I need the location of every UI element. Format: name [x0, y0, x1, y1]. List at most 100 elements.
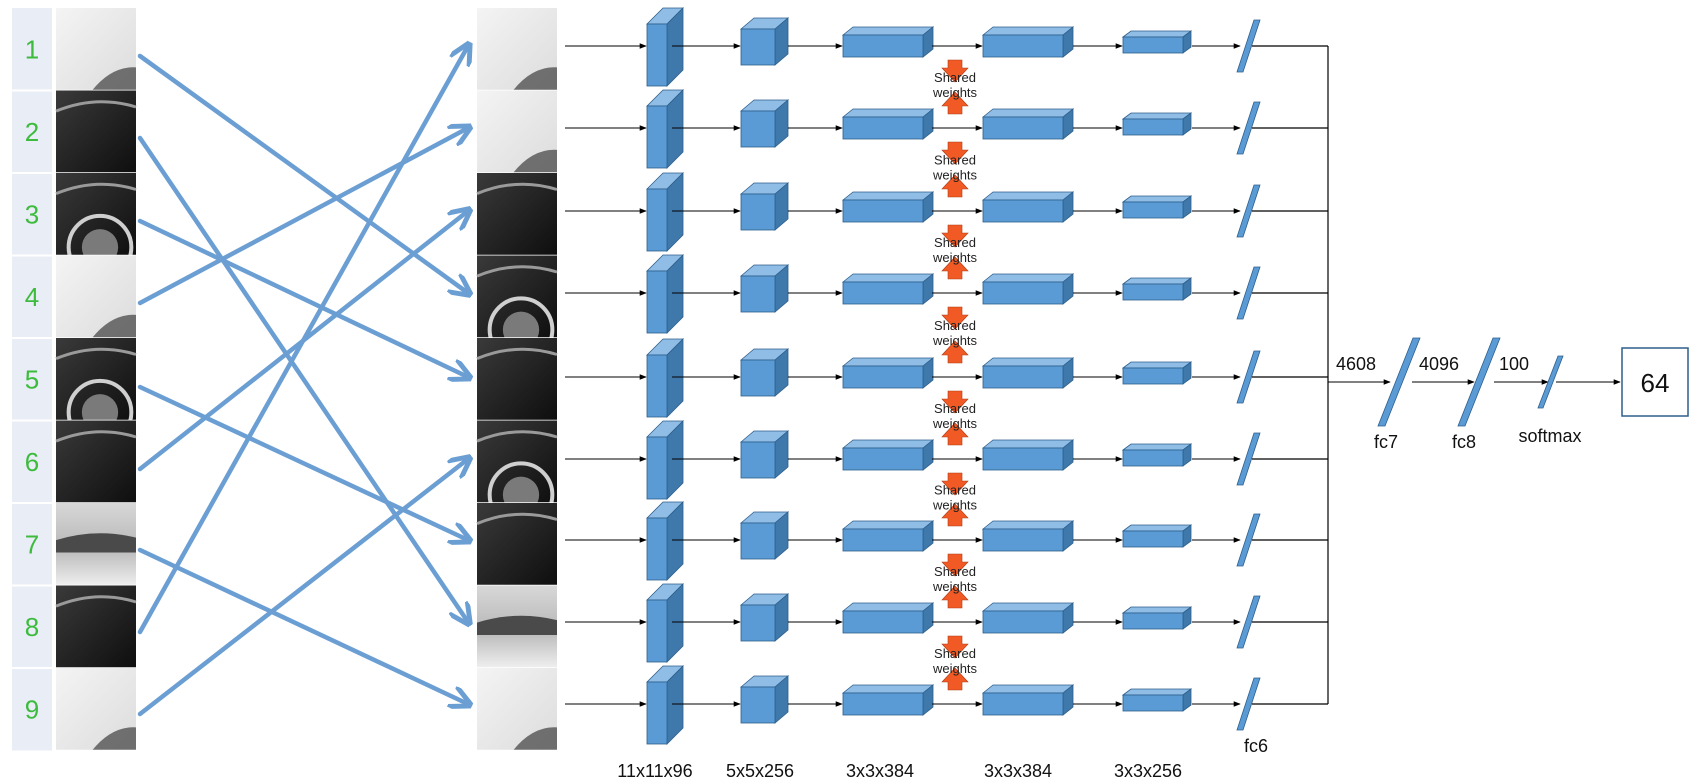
conv3-block — [841, 191, 935, 223]
permutation-arrow — [137, 135, 468, 622]
conv2-block — [739, 182, 790, 231]
conv2-block — [739, 99, 790, 148]
tile-number: 2 — [25, 117, 39, 147]
conv4-block — [981, 357, 1075, 389]
conv1-block — [646, 501, 684, 581]
siamese-branch — [565, 172, 1328, 252]
conv3-block — [841, 26, 935, 58]
tile-number: 6 — [25, 447, 39, 477]
shared-arrow-down-icon — [941, 224, 969, 248]
conv2-block — [739, 17, 790, 66]
fc7-label: fc7 — [1374, 432, 1398, 452]
fc8-label: fc8 — [1452, 432, 1476, 452]
tile-number: 7 — [25, 529, 39, 559]
conv3-block — [841, 439, 935, 471]
conv2-block — [739, 430, 790, 479]
conv3-block — [841, 684, 935, 716]
shared-arrow-up-icon — [941, 585, 969, 609]
car-photo-tile — [477, 90, 557, 174]
siamese-branch — [565, 89, 1328, 169]
tile-number: 5 — [25, 364, 39, 394]
label-column-bg — [12, 8, 52, 751]
conv1-block — [646, 7, 684, 87]
conv2-block — [739, 593, 790, 642]
car-photo-tile — [476, 503, 558, 587]
fc6-layer — [1236, 432, 1261, 486]
fc8-layer — [1457, 337, 1501, 427]
car-photo-tile — [55, 173, 137, 281]
merge-and-fc: 4608 fc7 4096 fc8 100 softmax 64 — [1327, 46, 1689, 704]
fc8-input-size: 4096 — [1419, 354, 1459, 374]
layer-dimension-labels: 11x11x96 5x5x256 3x3x384 3x3x384 3x3x256 fc6 — [617, 736, 1268, 781]
conv2-block — [739, 511, 790, 560]
weights-label: weights — [932, 416, 978, 431]
shared-label: Shared — [934, 70, 976, 85]
shared-arrow-up-icon — [941, 174, 969, 198]
permutation-arrow — [137, 547, 468, 704]
conv5-block — [1121, 606, 1193, 630]
conv5-block — [1121, 112, 1193, 136]
car-photo-tile — [56, 8, 136, 92]
fc6-layer — [1236, 350, 1261, 404]
conv3-block — [841, 602, 935, 634]
conv4-block — [981, 191, 1075, 223]
shared-arrow-up-icon — [941, 667, 969, 691]
weights-label: weights — [932, 498, 978, 513]
conv5-block — [1121, 277, 1193, 301]
conv3-block — [841, 357, 935, 389]
weights-label: weights — [932, 579, 978, 594]
conv2-block — [739, 675, 790, 724]
tile-number-column: 1 2 3 4 5 6 7 8 9 — [12, 8, 52, 751]
conv4-block — [981, 684, 1075, 716]
shared-label: Shared — [934, 153, 976, 168]
permuted-tiles — [476, 8, 558, 752]
shared-label: Shared — [934, 318, 976, 333]
shared-arrow-up-icon — [941, 503, 969, 527]
fc6-layer — [1236, 513, 1261, 567]
car-photo-tile — [56, 668, 136, 752]
layer-dim-label: 3x3x384 — [846, 761, 914, 781]
softmax-layer — [1537, 355, 1564, 409]
permutation-arrow — [137, 459, 468, 717]
car-photo-tile — [477, 8, 557, 92]
conv4-block — [981, 108, 1075, 140]
layer-dim-label: 3x3x384 — [984, 761, 1052, 781]
conv5-block — [1121, 524, 1193, 548]
permutation-arrow — [137, 46, 468, 635]
conv5-block — [1121, 688, 1193, 712]
fc6-layer — [1236, 184, 1261, 238]
weights-label: weights — [932, 168, 978, 183]
output-box — [1621, 347, 1689, 417]
shared-arrow-up-icon — [941, 422, 969, 446]
permutation-arrow — [137, 218, 468, 377]
car-photo-tile — [477, 585, 557, 669]
weights-label: weights — [932, 661, 978, 676]
car-photo-tile — [476, 173, 558, 257]
conv3-block — [841, 108, 935, 140]
shared-label: Shared — [934, 483, 976, 498]
fc6-layer — [1236, 101, 1261, 155]
softmax-label: softmax — [1518, 426, 1581, 446]
permutation-arrow — [137, 53, 468, 293]
weights-label: weights — [932, 250, 978, 265]
shared-arrow-up-icon — [941, 340, 969, 364]
layer-dim-label: 5x5x256 — [726, 761, 794, 781]
fc6-layer — [1236, 19, 1261, 73]
conv5-block — [1121, 30, 1193, 54]
siamese-branch — [565, 7, 1328, 87]
shared-arrow-down-icon — [941, 306, 969, 330]
conv4-block — [981, 520, 1075, 552]
layer-dim-label: 3x3x256 — [1114, 761, 1182, 781]
car-photo-tile — [56, 503, 136, 587]
softmax-input-size: 100 — [1499, 354, 1529, 374]
car-photo-tile — [55, 585, 137, 669]
conv3-block — [841, 273, 935, 305]
conv5-block — [1121, 361, 1193, 385]
conv5-block — [1121, 443, 1193, 467]
